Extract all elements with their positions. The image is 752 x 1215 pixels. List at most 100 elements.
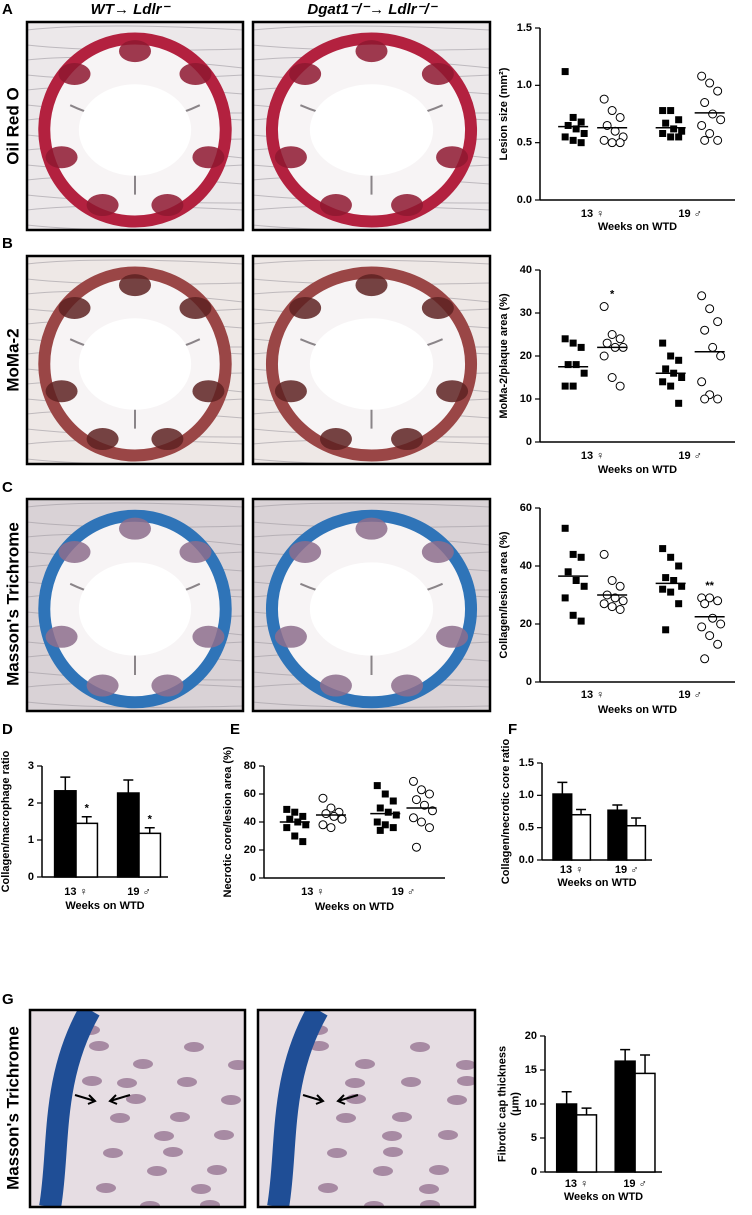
data-point [670,125,678,133]
significance-label: ** [705,580,714,592]
data-point [705,631,715,641]
cell-cluster [336,1113,356,1123]
error-bar [640,1054,651,1074]
cell-cluster [191,1184,211,1194]
data-point [381,790,389,798]
fibrous-cap [267,1010,328,1207]
x-axis-label: Weeks on WTD [557,877,636,889]
plaque [355,40,388,63]
data-point [561,68,569,76]
x-tick-label: 19 ♂ [678,450,702,462]
data-point [572,577,580,584]
y-tick-label: 0 [526,436,532,448]
panel-letter: E [230,721,240,738]
micrograph-content [253,256,490,464]
cell-cluster [110,1113,130,1123]
data-point [675,133,683,141]
y-tick-label: 0.0 [517,194,532,206]
data-point [716,619,726,629]
y-axis-label: MoMa-2/plaque area (%) [498,293,510,419]
row-label: MoMa-2 [3,328,22,391]
y-axis-label: Collagen/macrophage ratio [0,750,12,892]
cell-cluster [457,1076,475,1086]
cell-cluster [96,1183,116,1193]
data-point [713,86,723,96]
data-point [392,811,400,819]
y-tick-label: 0 [531,1166,537,1178]
plaque [319,194,352,217]
tissue-strand [27,259,243,265]
data-point [572,361,580,369]
column-header: Dgat1⁻/⁻→ Ldlr⁻/⁻ [307,1,438,18]
data-point [713,596,723,606]
micrograph-frame [25,254,245,466]
data-point [569,136,577,144]
y-axis-label-line: Fibrotic cap thickness [496,1046,508,1162]
data-point [564,568,572,576]
data-point [700,654,710,664]
fibrous-cap [39,1010,100,1207]
error-bar [60,776,71,791]
data-point [569,611,577,619]
bar [75,822,99,878]
y-tick-label: 10 [520,393,532,405]
data-point [381,821,389,829]
cell-cluster [221,1095,241,1105]
data-point [329,811,339,821]
data-point [577,553,585,561]
bar [575,1114,598,1173]
data-point [667,352,675,360]
cell-cluster [383,1147,403,1157]
data-point [697,622,707,632]
cell-cluster [89,1041,109,1051]
data-point [569,113,577,121]
micrograph-content [258,1010,475,1207]
data-point [675,116,683,124]
plaque [58,297,91,319]
panel-letter: B [2,235,13,252]
data-point [615,581,625,591]
lumen [309,562,434,656]
data-point [384,808,392,816]
data-point [602,338,612,348]
data-point [577,343,585,351]
x-axis-label: Weeks on WTD [65,900,144,912]
data-point [389,797,397,805]
y-tick-label: 1.5 [517,22,532,34]
tissue-strand [253,259,490,265]
data-point [659,107,667,115]
plaque [86,194,119,217]
cell-cluster [401,1077,421,1087]
significance-label: * [610,288,615,300]
data-point [321,809,331,819]
plaque [274,146,307,169]
cell-cluster [345,1078,365,1088]
x-axis-label: Weeks on WTD [598,704,677,716]
cell-cluster [103,1148,123,1158]
data-point [708,342,718,352]
y-tick-label: 3 [28,760,34,772]
tissue-strand [27,25,243,31]
cell-cluster [327,1148,347,1158]
y-tick-label: 60 [244,788,256,800]
plaque [289,297,322,319]
data-point [659,129,667,137]
data-point [416,817,426,827]
data-point [659,339,667,347]
plaque [45,380,78,403]
bar [614,1060,636,1173]
data-point [416,785,426,795]
panel-letter: A [2,1,13,18]
y-axis-label: Lesion size (mm²) [498,67,510,160]
micrograph-content [27,499,243,711]
x-tick-label: 13 ♀ [581,689,605,701]
data-point [318,820,328,830]
cell-cluster [207,1165,227,1175]
micrograph-frame [25,20,245,232]
data-point [615,605,625,614]
y-axis-label: Collagen/necrotic core ratio [500,738,512,884]
data-point [408,813,418,823]
data-point [697,120,707,130]
data-point [577,139,585,147]
micrograph-frame [28,1008,247,1209]
